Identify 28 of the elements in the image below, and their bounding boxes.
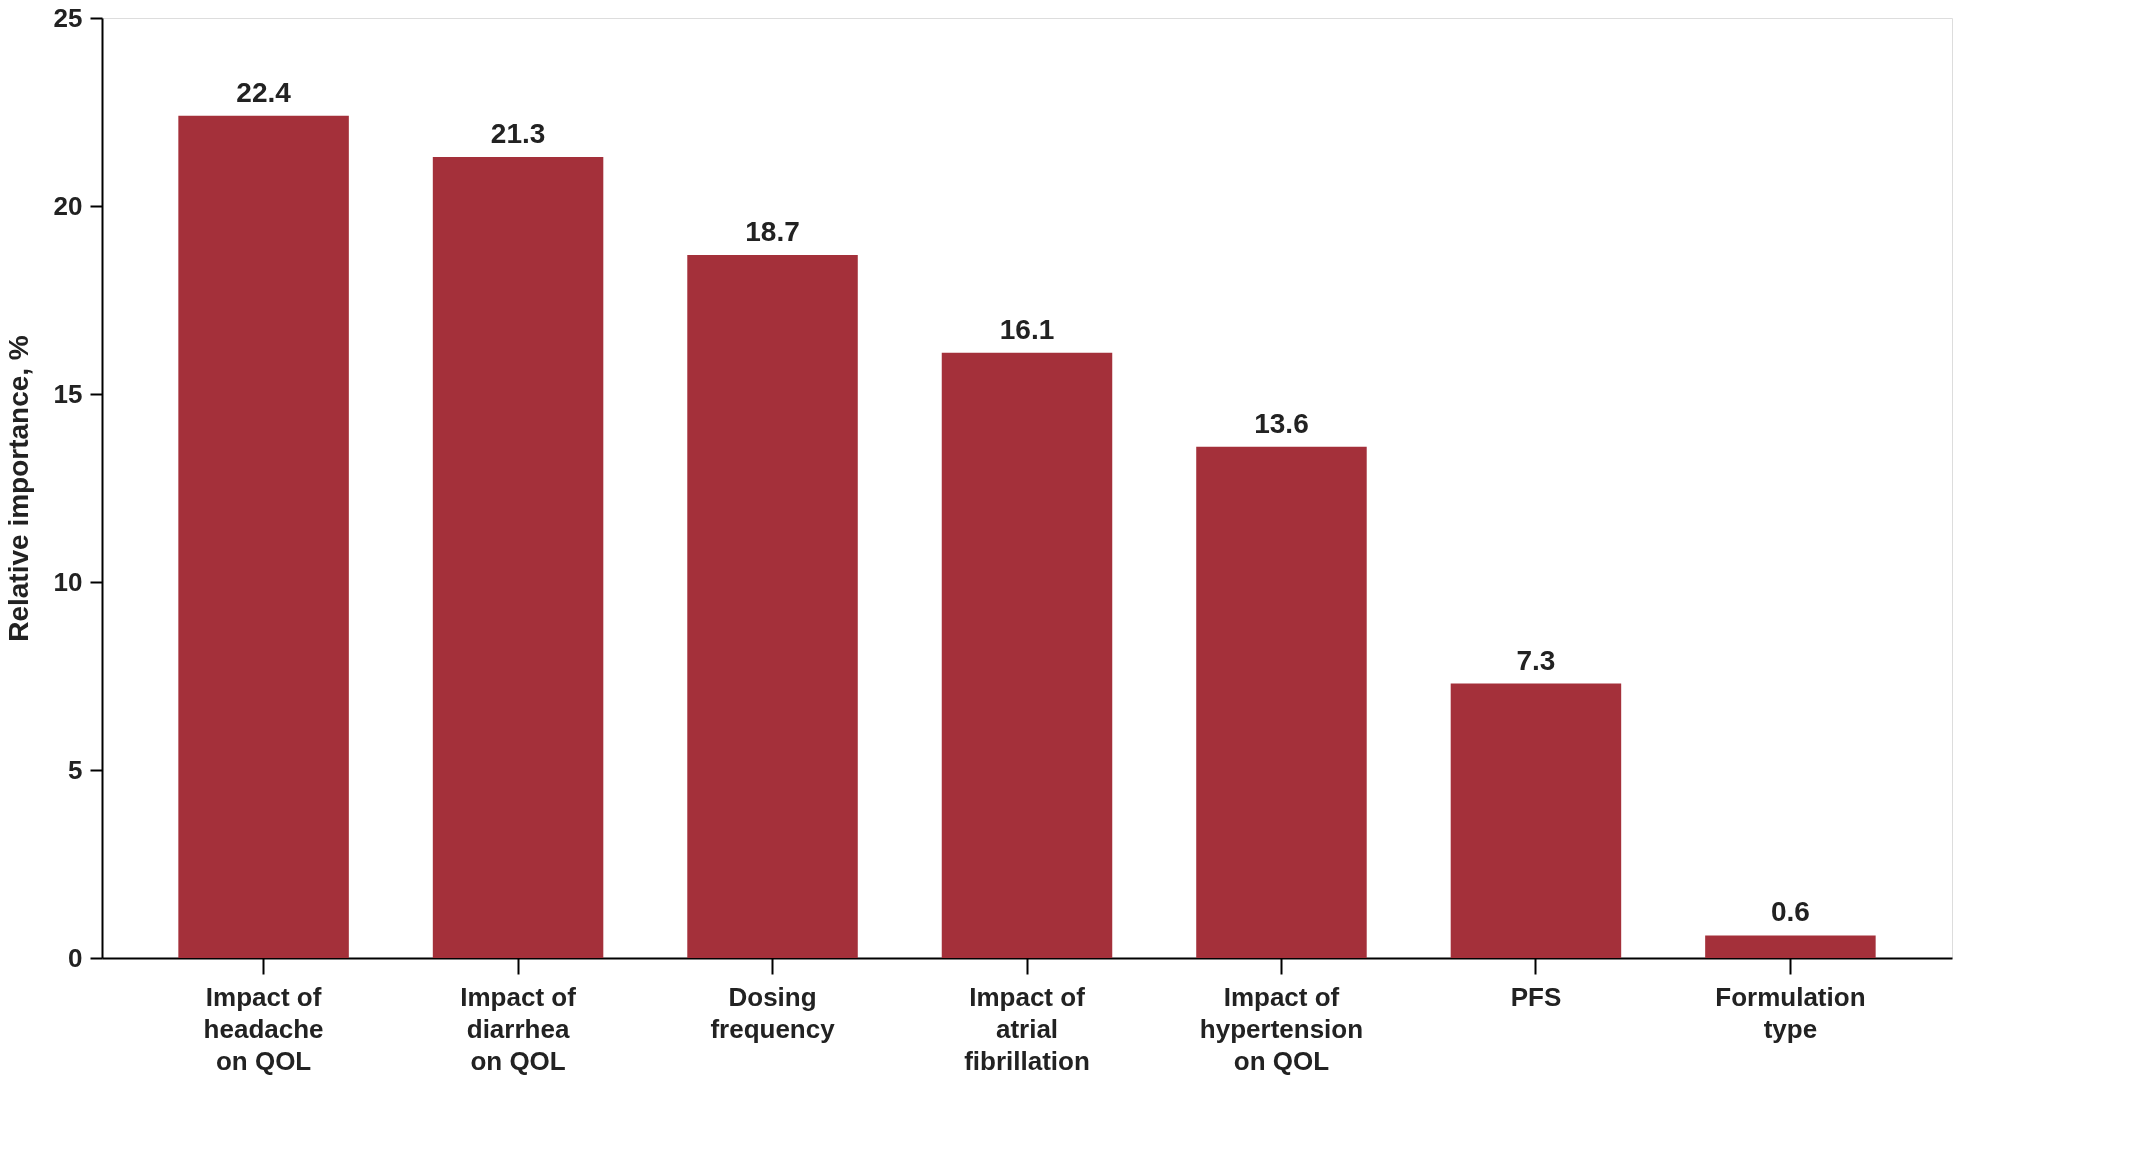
data-label: 18.7 [745, 215, 800, 247]
data-label: 13.6 [1254, 407, 1309, 439]
data-label: 0.6 [1770, 896, 1810, 928]
x-tick-label: PFS [1510, 981, 1562, 1012]
data-label: 21.3 [490, 118, 546, 150]
x-tick-label: Dosing frequency [710, 981, 836, 1044]
y-axis-title: Relative importance, % [2, 335, 34, 642]
y-tick-label: 0 [68, 942, 83, 973]
bar [1450, 683, 1622, 958]
x-tick-label: Impact of atrial fibrillation [964, 981, 1090, 1076]
bar [178, 115, 349, 958]
bar [1196, 446, 1367, 958]
bar [687, 254, 858, 958]
bar [432, 157, 604, 958]
y-tick-label: 15 [53, 378, 83, 409]
x-tick-label: Impact of hypertension on QOL [1199, 981, 1364, 1076]
data-label: 7.3 [1516, 644, 1556, 676]
data-label: 16.1 [999, 313, 1055, 345]
x-tick-label: Formulation type [1715, 981, 1866, 1044]
y-tick-label: 25 [53, 2, 83, 33]
x-tick-label: Impact of diarrhea on QOL [460, 981, 577, 1076]
bar [941, 352, 1113, 958]
x-tick-label: Impact of headache on QOL [203, 981, 324, 1076]
data-label: 22.4 [236, 76, 292, 108]
y-tick-label: 5 [68, 754, 83, 785]
y-tick-label: 10 [53, 566, 83, 597]
y-tick-label: 20 [53, 190, 83, 221]
bar [1705, 935, 1876, 958]
